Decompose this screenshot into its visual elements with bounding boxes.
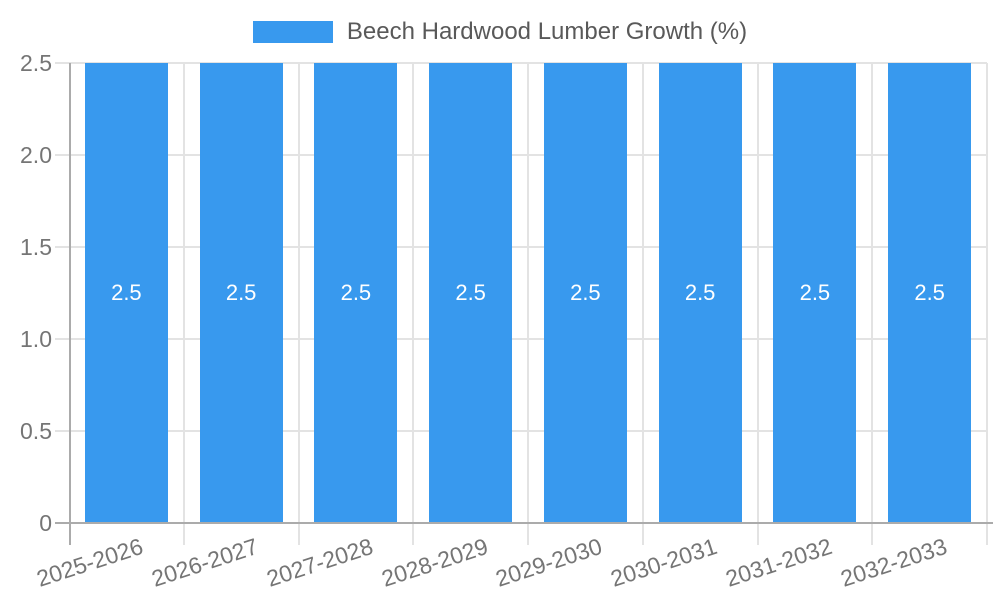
bar-value-label: 2.5 [914, 280, 945, 305]
bar-2032-2033[interactable]: 2.5 [888, 63, 972, 523]
bar-value-label: 2.5 [340, 280, 372, 305]
x-tick-label: 2028-2029 [378, 533, 491, 592]
legend-swatch-icon [252, 21, 333, 43]
bar-value-label: 2.5 [799, 280, 831, 305]
bar-2028-2029[interactable]: 2.5 [429, 63, 513, 523]
gridline-vertical [412, 63, 415, 545]
gridline-vertical [182, 63, 185, 545]
y-tick-label: 1.0 [20, 326, 52, 352]
gridline-vertical [527, 63, 529, 545]
x-tick-label: 2026-2027 [148, 533, 262, 592]
gridline-vertical [641, 63, 644, 545]
y-tick-label: 2.0 [20, 142, 52, 168]
y-tick-label: 2.5 [20, 50, 52, 76]
gridline-horizontal [55, 62, 987, 64]
legend-item[interactable]: Beech Hardwood Lumber Growth (%) [0, 14, 1000, 50]
bar-2025-2026[interactable]: 2.5 [84, 63, 168, 523]
gridline-vertical [986, 63, 988, 545]
bar-2030-2031[interactable]: 2.5 [658, 63, 742, 523]
bar-2026-2027[interactable]: 2.5 [199, 63, 283, 523]
x-tick-label: 2025-2026 [33, 533, 147, 592]
y-axis-line [69, 63, 71, 545]
gridline-vertical [297, 63, 300, 545]
y-tick-label: 0.5 [20, 418, 52, 444]
x-tick-label: 2029-2030 [492, 533, 606, 592]
x-tick-label: 2030-2031 [607, 533, 721, 592]
gridline-horizontal [55, 154, 987, 156]
plot-area: 2.5 2.5 2.5 2.5 2.5 2.5 2.5 2.5 2025-2026 2026-2… [34, 62, 988, 592]
gridline-horizontal [55, 246, 987, 248]
gridline-horizontal [55, 430, 987, 432]
bar-2029-2030[interactable]: 2.5 [543, 63, 627, 523]
bar-value-label: 2.5 [225, 280, 257, 305]
x-tick-label: 2031-2032 [722, 533, 835, 592]
bar-value-label: 2.5 [570, 280, 601, 305]
x-tick-label: 2027-2028 [263, 533, 376, 592]
x-axis-line [55, 522, 993, 524]
gridline-vertical [871, 63, 874, 545]
gridline-horizontal [55, 338, 987, 340]
legend-label: Beech Hardwood Lumber Growth (%) [346, 18, 748, 45]
bar-2027-2028[interactable]: 2.5 [314, 63, 398, 523]
y-tick-label: 0 [39, 510, 52, 536]
bar-value-label: 2.5 [111, 280, 142, 305]
x-tick-label: 2032-2033 [837, 533, 950, 592]
gridline-vertical [756, 63, 759, 545]
y-tick-label: 1.5 [20, 234, 52, 260]
bar-value-label: 2.5 [684, 280, 716, 305]
bar-2031-2032[interactable]: 2.5 [773, 63, 857, 523]
bar-value-label: 2.5 [455, 280, 486, 305]
